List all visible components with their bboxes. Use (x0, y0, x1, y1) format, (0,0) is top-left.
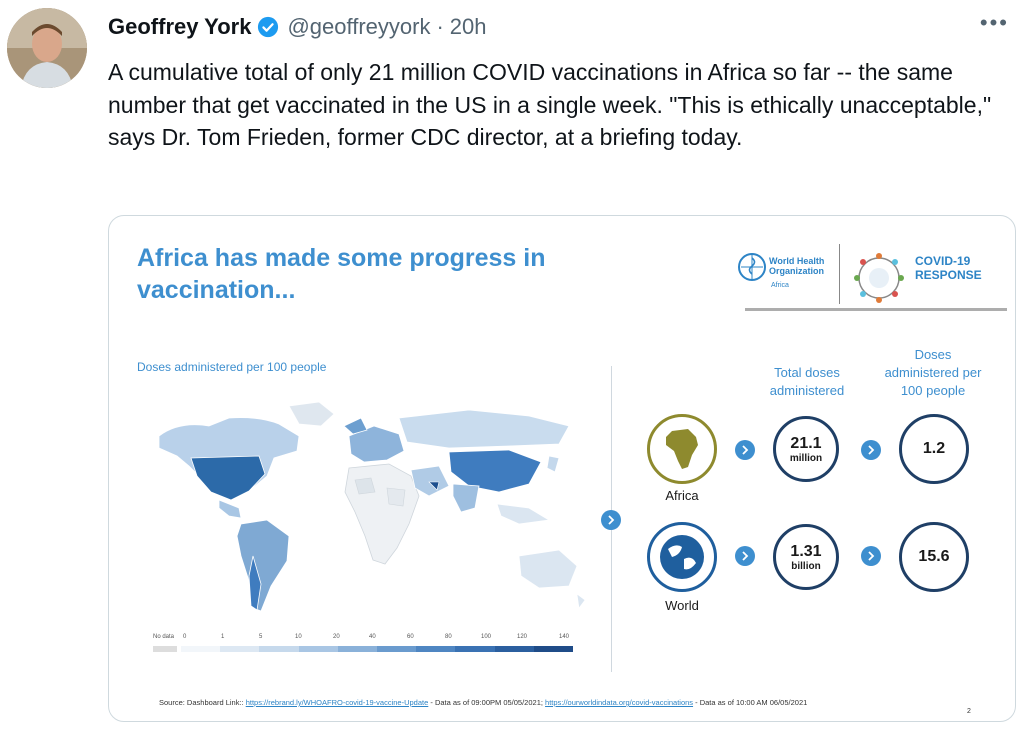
world-arrow-icon[interactable] (735, 546, 755, 566)
slide-source: Source: Dashboard Link:: https://rebrand… (159, 698, 807, 707)
col-per-100: Doses administered per 100 people (884, 347, 982, 398)
legend-color-bar (153, 646, 574, 652)
world-total-value: 1.31 (790, 542, 822, 560)
logo-fineprint (745, 308, 1007, 312)
covid-line1: COVID-19 (915, 254, 971, 268)
legend-tick: 20 (333, 634, 340, 640)
legend-tick: 80 (445, 634, 452, 640)
tweet-timestamp[interactable]: 20h (449, 14, 487, 39)
legend-tick: 100 (481, 634, 492, 640)
tweet-header: Geoffrey York @geoffreyyork · 20h (108, 10, 487, 44)
world-arrow2-icon[interactable] (861, 546, 881, 566)
legend-tick: 120 (517, 634, 528, 640)
world-total-unit: billion (791, 560, 821, 572)
legend-tick: 40 (369, 634, 376, 640)
tweet-text: A cumulative total of only 21 million CO… (108, 59, 992, 150)
map-label: Doses administered per 100 people (137, 360, 327, 374)
source-link-owid[interactable]: https://ourworldindata.org/covid-vaccina… (545, 698, 694, 707)
next-arrow-icon[interactable] (601, 510, 621, 530)
legend-tick: No data (153, 634, 175, 640)
world-emblem (647, 522, 717, 592)
who-name-line1: World Health (769, 256, 825, 266)
source-mid: - Data as of 09:00PM 05/05/2021; (428, 698, 546, 707)
covid-ring-icon (849, 248, 909, 313)
covid-response-logo: COVID-19 RESPONSE (915, 254, 982, 282)
legend-tick: 10 (295, 634, 302, 640)
tweet-image-card[interactable]: Africa has made some progress in vaccina… (108, 215, 1016, 722)
africa-arrow-icon[interactable] (735, 440, 755, 460)
africa-emblem (647, 414, 717, 484)
source-prefix: Source: Dashboard Link:: (159, 698, 246, 707)
africa-arrow2-icon[interactable] (861, 440, 881, 460)
legend-tick: 1 (221, 634, 225, 640)
world-total-circle: 1.31 billion (773, 524, 839, 590)
africa-total-circle: 21.1 million (773, 416, 839, 482)
world-per100-circle: 15.6 (899, 522, 969, 592)
who-region: Africa (771, 282, 789, 289)
legend-tick: 60 (407, 634, 414, 640)
africa-per100-circle: 1.2 (899, 414, 969, 484)
slide-title: Africa has made some progress in vaccina… (137, 244, 546, 304)
legend-tick: 140 (559, 634, 570, 640)
africa-label: Africa (665, 488, 699, 503)
africa-per100-value: 1.2 (922, 440, 946, 457)
source-link-who[interactable]: https://rebrand.ly/WHOAFRO-covid-19-vacc… (245, 698, 429, 707)
more-options-icon[interactable]: ••• (979, 10, 1009, 35)
legend-tick: 0 (183, 634, 187, 640)
who-name: World Health Organization (769, 256, 824, 276)
africa-total-value: 21.1 (790, 434, 822, 452)
map-legend: No data 0 1 5 10 20 40 60 80 100 120 140 (153, 634, 574, 652)
verified-badge-icon (257, 16, 279, 38)
author-name[interactable]: Geoffrey York (108, 14, 252, 39)
logo-divider (839, 244, 840, 304)
who-emblem-icon (737, 252, 767, 287)
africa-total-unit: million (789, 452, 823, 464)
author-handle[interactable]: @geoffreyyork (287, 14, 431, 39)
world-per100-value: 15.6 (918, 548, 950, 565)
world-label: World (665, 598, 699, 613)
legend-ticks: No data 0 1 5 10 20 40 60 80 100 120 140 (153, 634, 573, 644)
covid-line2: RESPONSE (915, 268, 982, 282)
source-suffix: - Data as of 10:00 AM 06/05/2021 (693, 698, 808, 707)
africa-continent-icon (666, 429, 698, 469)
author-avatar[interactable] (7, 8, 87, 88)
legend-tick: 5 (259, 634, 263, 640)
separator-dot: · (436, 14, 444, 39)
slide-page-number: 2 (967, 708, 971, 715)
world-choropleth-map (149, 396, 589, 631)
globe-icon (660, 535, 704, 579)
col-total-doses: Total doses administered (769, 365, 845, 398)
who-name-line2: Organization (769, 266, 825, 276)
